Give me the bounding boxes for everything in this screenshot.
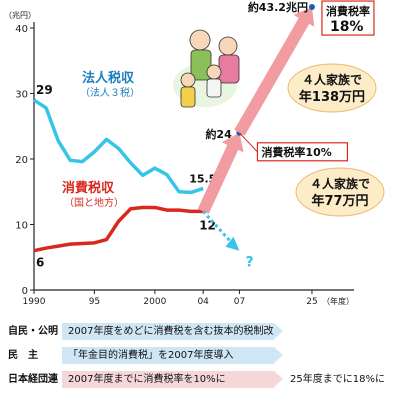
chart-axes: （兆円） 0 10 20 30 40 1990 95 2000 04 07 25 （年度） <box>4 10 354 307</box>
corporate-projection-arrowhead <box>225 236 240 251</box>
policy-row: 日本経団連 2007年度までに消費税率を10%に 25年度までに18%に <box>0 371 400 390</box>
projection-label: 約43.2兆円 <box>248 0 308 14</box>
y-tick-label: 40 <box>15 24 28 35</box>
corporate-tax-line <box>33 98 204 195</box>
y-axis-unit: （兆円） <box>4 10 36 20</box>
family-illustration-icon <box>173 29 240 108</box>
projection-arrow-2007 <box>197 132 244 214</box>
x-tick-label: 04 <box>197 297 209 307</box>
family-note-77 <box>295 167 385 217</box>
policy-arrow-tip <box>274 323 283 339</box>
policy-text: 2007年度をめどに消費税を含む抜本的税制改革 <box>62 323 274 340</box>
note-text: 年77万円 <box>311 193 368 209</box>
policy-text: 2007年度までに消費税率を10%に <box>62 371 274 388</box>
y-tick-label: 20 <box>15 155 28 166</box>
policy-arrow-tip <box>274 347 283 363</box>
party-label: 自民・公明 <box>8 326 58 337</box>
policy-text: 「年金目的消費税」を2007年度導入 <box>62 347 274 364</box>
x-tick-label: 2000 <box>143 297 166 307</box>
corporate-series-name: 法人税収 <box>82 70 135 86</box>
policy-row: 自民・公明 2007年度をめどに消費税を含む抜本的税制改革 <box>0 323 400 342</box>
y-tick-label: 0 <box>22 286 28 297</box>
x-tick-label: 95 <box>89 297 100 307</box>
policy-tail-text: 25年度までに18%に <box>290 374 385 385</box>
party-label: 日本経団連 <box>8 374 58 385</box>
corporate-projection-question: ? <box>245 255 253 271</box>
note-leader <box>239 132 258 153</box>
x-axis-unit: （年度） <box>322 296 354 306</box>
corporate-start-label: 29 <box>36 83 53 97</box>
y-tick-label: 10 <box>15 221 28 232</box>
projection-label: 約24 <box>205 127 232 141</box>
note-text: 18% <box>330 19 364 35</box>
tax-revenue-chart: （兆円） 0 10 20 30 40 1990 95 2000 04 07 25 （年度） 29 15.5… <box>4 0 385 307</box>
projection-point <box>308 4 315 11</box>
corporate-series-sub: （法人３税） <box>80 86 140 99</box>
x-tick-label: 1990 <box>23 297 46 307</box>
note-text: 消費税率10% <box>261 145 331 159</box>
consumption-series-name: 消費税収 <box>62 180 115 196</box>
note-text: 年138万円 <box>299 89 365 105</box>
family-note-138 <box>287 63 377 113</box>
consumption-start-label: 6 <box>36 256 44 270</box>
party-label: 民 主 <box>8 350 38 361</box>
corporate-end-label: 15.5 <box>189 172 216 185</box>
corporate-projection-line <box>202 210 235 246</box>
label-layer: 法人税収 （法人３税） 消費税収 （国と地方） <box>62 70 140 209</box>
consumption-series-sub: （国と地方） <box>64 196 124 209</box>
note-text: ４人家族で <box>302 72 362 87</box>
note-box-18 <box>321 0 375 36</box>
note-box-10 <box>256 142 349 162</box>
x-tick-label: 07 <box>234 297 245 307</box>
x-tick-label: 25 <box>306 297 317 307</box>
projection-arrow-2025 <box>234 7 315 136</box>
consumption-tax-line <box>33 205 204 253</box>
y-tick-label: 30 <box>15 90 28 101</box>
policy-row: 民 主 「年金目的消費税」を2007年度導入 <box>0 347 400 366</box>
note-text: 消費税率 <box>326 4 370 18</box>
note-text: ４人家族で <box>310 176 370 191</box>
projection-layer: 約24約43.2兆円?消費税率18%消費税率10%４人家族で年138万円４人家族… <box>197 0 385 271</box>
policy-arrow-tip <box>274 371 283 387</box>
